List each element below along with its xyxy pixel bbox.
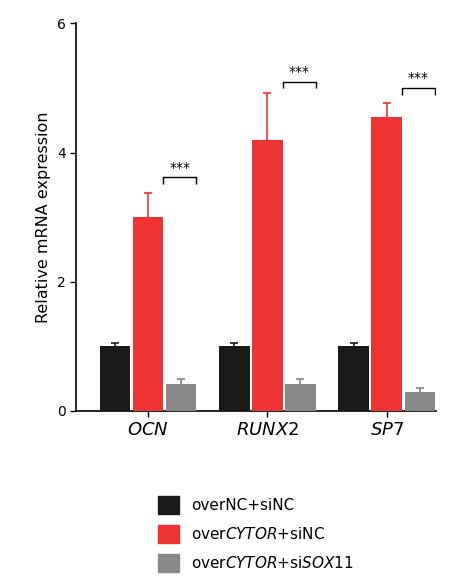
Bar xyxy=(219,346,250,411)
Bar xyxy=(252,140,282,411)
Text: ***: *** xyxy=(289,65,310,79)
Bar xyxy=(166,384,196,411)
Legend: overNC+siNC, over$\it{CYTOR}$+siNC, over$\it{CYTOR}$+si$\it{SOX11}$: overNC+siNC, over$\it{CYTOR}$+siNC, over… xyxy=(150,488,362,579)
Text: ***: *** xyxy=(169,161,190,174)
Y-axis label: Relative mRNA expression: Relative mRNA expression xyxy=(36,112,52,323)
Bar xyxy=(133,217,163,411)
Bar xyxy=(285,384,316,411)
Text: ***: *** xyxy=(408,72,429,86)
Bar xyxy=(100,346,130,411)
Bar xyxy=(339,346,369,411)
Bar xyxy=(371,117,402,411)
Bar xyxy=(405,392,435,411)
